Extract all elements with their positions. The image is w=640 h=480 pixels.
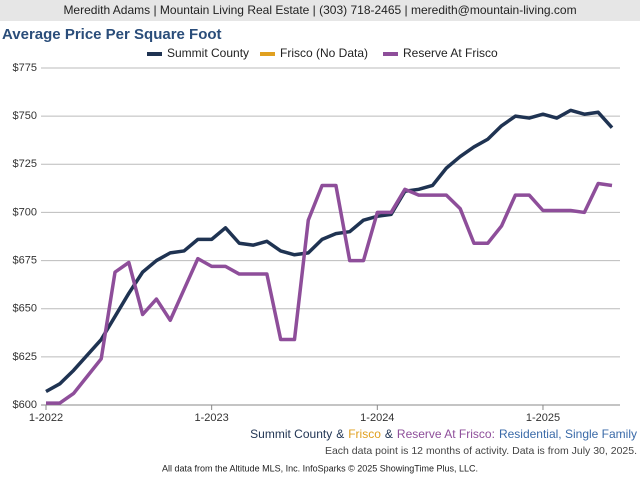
x-tick-label: 1-2022 [29, 412, 63, 424]
series-line [45, 108, 614, 394]
legend-label: Summit County [167, 46, 249, 60]
y-tick-label: $750 [13, 110, 37, 122]
caption: Summit County & Frisco & Reserve At Frisco: R… [250, 427, 637, 441]
caption-part: & [385, 427, 393, 441]
caption-part: & [336, 427, 344, 441]
caption-part: Residential, Single Family [499, 427, 637, 441]
y-tick-label: $700 [13, 206, 37, 218]
y-tick-label: $675 [13, 254, 37, 266]
caption-part: Reserve At Frisco: [397, 427, 495, 441]
legend-label: Frisco (No Data) [280, 46, 368, 60]
chart-title: Average Price Per Square Foot [2, 26, 222, 43]
series-line [46, 181, 613, 405]
x-tick-label: 1-2023 [195, 412, 229, 424]
header-bar [0, 0, 640, 21]
x-tick-label: 1-2024 [360, 412, 394, 424]
caption-part: Frisco [348, 427, 381, 441]
header-text: Meredith Adams | Mountain Living Real Es… [63, 3, 576, 17]
y-tick-label: $775 [13, 62, 37, 74]
y-tick-label: $625 [13, 351, 37, 363]
caption-part: Summit County [250, 427, 332, 441]
legend-label: Reserve At Frisco [403, 46, 498, 60]
y-tick-label: $600 [13, 399, 37, 411]
source: All data from the Altitude MLS, Inc. Inf… [162, 463, 478, 473]
y-tick-label: $650 [13, 303, 37, 315]
note: Each data point is 12 months of activity… [325, 445, 637, 457]
x-tick-label: 1-2025 [526, 412, 560, 424]
y-tick-label: $725 [13, 158, 37, 170]
